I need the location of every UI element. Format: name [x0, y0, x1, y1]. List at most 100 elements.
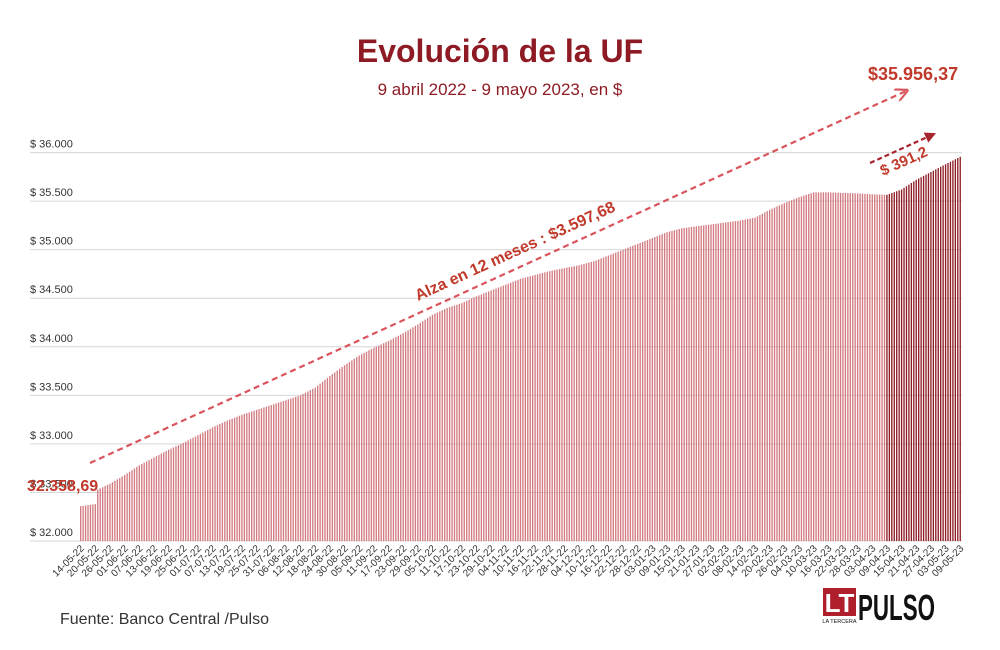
uf-bar — [925, 174, 927, 541]
uf-bar — [573, 266, 575, 541]
uf-bar — [695, 226, 698, 541]
uf-bar — [544, 272, 546, 541]
uf-bar — [644, 240, 646, 541]
uf-bar — [273, 404, 275, 541]
uf-bar — [739, 220, 742, 542]
uf-bar — [192, 437, 194, 541]
uf-bar — [404, 331, 407, 541]
uf-bar — [707, 224, 710, 541]
uf-bar — [331, 374, 333, 541]
uf-bar — [725, 222, 727, 542]
uf-bar — [766, 211, 768, 541]
chart-subtitle: 9 abril 2022 - 9 mayo 2023, en $ — [378, 80, 623, 99]
uf-bar — [414, 325, 417, 541]
recent-rise-arrow — [869, 132, 937, 165]
uf-bar — [170, 448, 172, 541]
uf-bar — [292, 397, 294, 541]
uf-bar — [940, 166, 942, 541]
uf-bar — [390, 339, 392, 541]
uf-bar — [341, 367, 343, 541]
uf-bar — [536, 274, 539, 541]
uf-bar — [143, 462, 145, 541]
uf-bar — [771, 208, 773, 542]
y-axis-ticks: $ 32.000 $ 33.500 $ 33.000 $ 33.500 $ 34.000… — [30, 139, 73, 539]
uf-bar — [309, 390, 311, 541]
uf-bar — [243, 413, 246, 541]
uf-bar — [773, 207, 776, 541]
uf-bar — [336, 370, 338, 541]
uf-bar — [275, 403, 277, 541]
uf-bar — [365, 351, 368, 541]
uf-bar — [241, 414, 243, 541]
uf-bar — [852, 193, 854, 541]
uf-bar — [597, 259, 600, 541]
uf-bar — [842, 192, 844, 541]
uf-bar — [764, 212, 766, 541]
y-tick-label: $ 32.000 — [30, 527, 73, 539]
uf-bar — [255, 409, 258, 541]
uf-bar — [351, 360, 353, 541]
uf-bar — [795, 198, 798, 541]
uf-bar — [749, 218, 751, 541]
uf-bar — [629, 246, 632, 541]
uf-bar — [461, 303, 463, 541]
uf-bar — [224, 421, 226, 541]
uf-bar — [849, 193, 851, 542]
uf-bar — [492, 289, 495, 541]
uf-bar — [678, 228, 680, 541]
uf-bar — [246, 413, 248, 541]
uf-bar — [673, 230, 676, 541]
uf-bar — [89, 504, 92, 541]
uf-bar — [153, 457, 155, 541]
uf-bar — [900, 189, 903, 541]
uf-bar — [172, 447, 175, 541]
uf-bar — [585, 263, 588, 541]
uf-bar — [930, 171, 932, 542]
uf-bar — [624, 248, 627, 541]
uf-bar — [356, 357, 358, 541]
uf-bar — [942, 165, 944, 541]
uf-bar — [321, 381, 324, 541]
uf-bar — [397, 335, 399, 541]
uf-bar — [864, 193, 866, 541]
chart-title: Evolución de la UF — [357, 33, 643, 69]
uf-bar — [258, 409, 260, 541]
uf-bar — [295, 396, 297, 541]
uf-bar — [514, 280, 517, 541]
uf-bar — [197, 435, 199, 541]
uf-bar — [932, 170, 935, 541]
logo-lt-text: LT — [825, 588, 855, 618]
uf-bar — [466, 300, 468, 541]
uf-bar — [363, 352, 365, 541]
uf-bar — [109, 483, 111, 541]
uf-bar — [681, 228, 683, 541]
uf-bar — [822, 192, 825, 541]
uf-bar — [326, 377, 329, 541]
uf-bar — [610, 254, 612, 541]
uf-bar — [177, 445, 180, 541]
uf-bar — [185, 441, 187, 541]
uf-bar — [788, 201, 790, 541]
uf-bar — [424, 319, 426, 541]
uf-bar — [387, 340, 390, 541]
uf-bar — [80, 506, 82, 541]
uf-bar — [463, 301, 465, 541]
uf-bar — [316, 385, 319, 541]
uf-bar — [97, 489, 99, 541]
uf-bar — [280, 401, 282, 541]
logo-pulso-text: PULSO — [858, 587, 935, 628]
uf-bar — [617, 251, 619, 541]
uf-bar — [832, 192, 834, 542]
uf-bar — [541, 272, 544, 541]
uf-bar — [380, 344, 382, 541]
uf-bar — [803, 195, 805, 541]
uf-bar — [539, 273, 541, 541]
uf-bar — [639, 242, 641, 541]
uf-bar — [236, 416, 238, 541]
uf-bar — [637, 243, 639, 541]
uf-bar — [221, 422, 224, 541]
uf-bar — [556, 269, 558, 541]
uf-bar — [661, 234, 663, 541]
uf-bar — [268, 405, 270, 541]
